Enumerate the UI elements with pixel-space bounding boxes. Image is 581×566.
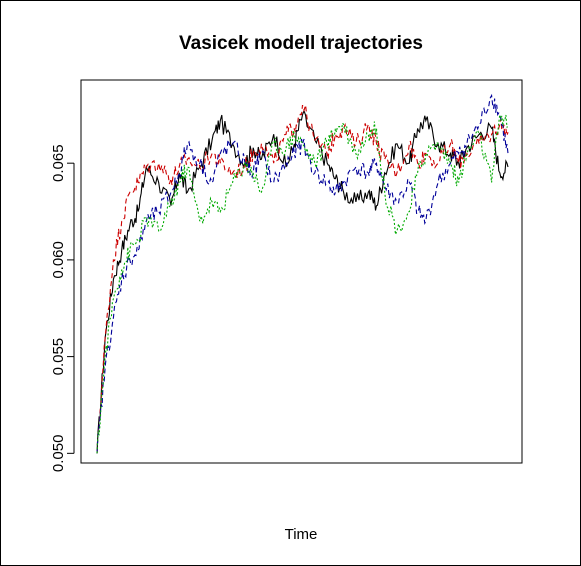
y-axis: 0.050 0.055 0.060 0.065 [50,144,75,473]
y-tick-label: 0.060 [50,241,67,279]
series-line-2 [96,104,509,454]
y-tick-label: 0.050 [50,435,67,473]
x-axis-label: Time [285,526,318,543]
plot-box [80,79,523,464]
y-tick-label: 0.065 [50,144,67,182]
series-line-1 [96,109,509,454]
y-tick-label: 0.055 [50,338,67,376]
series-line-4 [96,114,509,454]
series-line-3 [96,93,509,454]
chart-title: Vasicek modell trajectories [179,33,423,54]
series-layer [96,93,509,454]
